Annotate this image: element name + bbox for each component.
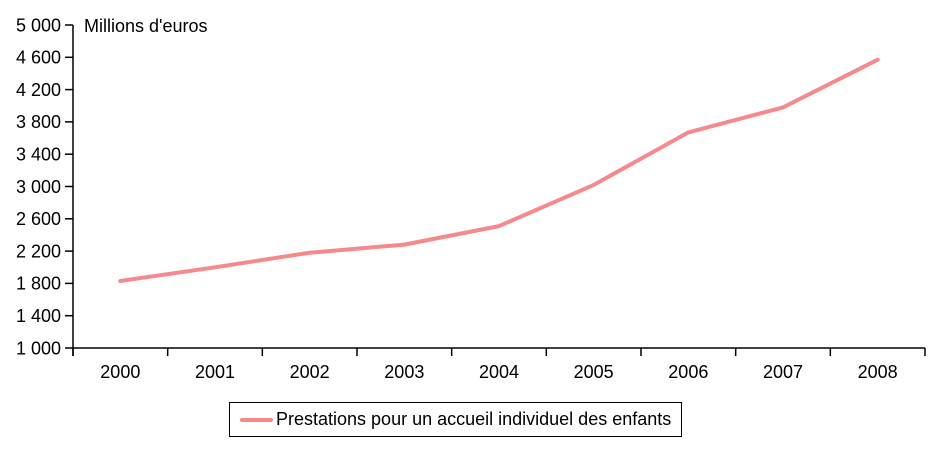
y-tick-label: 4 200 <box>16 80 61 100</box>
x-tick-label: 2001 <box>195 362 235 382</box>
legend-label: Prestations pour un accueil individuel d… <box>276 409 672 429</box>
x-axis-ticks: 2000 2001 2002 2003 2004 2005 2006 2007 2008 <box>72 348 926 382</box>
y-tick-label: 1 000 <box>16 338 61 358</box>
legend-line-marker <box>240 417 273 422</box>
legend: Prestations pour un accueil individuel d… <box>229 402 683 437</box>
y-tick-label: 1 400 <box>16 306 61 326</box>
x-tick-label: 2007 <box>763 362 803 382</box>
y-tick-label: 5 000 <box>16 15 61 35</box>
y-tick-label: 2 600 <box>16 209 61 229</box>
x-tick-label: 2002 <box>290 362 330 382</box>
y-tick-label: 3 000 <box>16 177 61 197</box>
series-line <box>118 57 880 283</box>
x-tick-label: 2008 <box>858 362 898 382</box>
y-tick-label: 3 800 <box>16 112 61 132</box>
y-tick-label: 2 200 <box>16 241 61 261</box>
y-tick-label: 3 400 <box>16 145 61 165</box>
y-tick-label: 4 600 <box>16 48 61 68</box>
x-tick-label: 2005 <box>574 362 614 382</box>
y-axis-ticks: 1 000 1 400 1 800 2 200 2 600 3 000 3 400 3 800… <box>16 15 73 358</box>
x-tick-label: 2003 <box>384 362 424 382</box>
x-tick-label: 2004 <box>479 362 519 382</box>
axes <box>72 25 925 356</box>
x-tick-label: 2006 <box>668 362 708 382</box>
x-tick-label: 2000 <box>100 362 140 382</box>
data-series <box>118 57 880 283</box>
y-axis-title: Millions d'euros <box>84 16 208 36</box>
y-tick-label: 1 800 <box>16 274 61 294</box>
